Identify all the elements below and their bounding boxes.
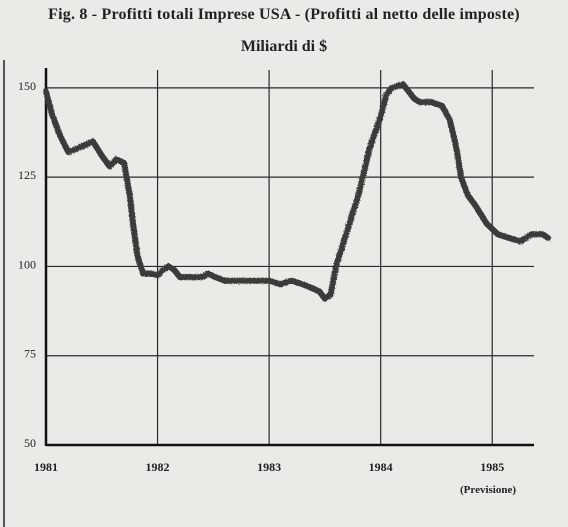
x-tick-label: 1984: [369, 460, 393, 474]
y-tick-label: 150: [18, 79, 36, 93]
y-tick-label: 125: [18, 168, 36, 182]
page-border: [3, 60, 5, 527]
x-tick-label: 1983: [257, 460, 281, 474]
x-tick-label: 1982: [146, 460, 170, 474]
x-tick-label: 1985: [480, 460, 504, 474]
profit-series-line: [43, 81, 551, 302]
y-tick-label: 75: [24, 347, 36, 361]
chart-ticks: 50 75 100 125 150 1981 1982 1983 1984 1985: [18, 79, 504, 474]
chart-title: Fig. 8 - Profitti totali Imprese USA - (…: [48, 6, 520, 23]
chart-axes: [44, 68, 534, 447]
chart-grid: [46, 70, 534, 445]
y-tick-label: 100: [18, 257, 36, 271]
chart-series: [43, 81, 551, 302]
y-tick-label: 50: [24, 436, 36, 450]
chart-subtitle: Miliardi di $: [240, 38, 328, 55]
forecast-note: (Previsione): [460, 484, 517, 496]
x-tick-label: 1981: [34, 460, 58, 474]
